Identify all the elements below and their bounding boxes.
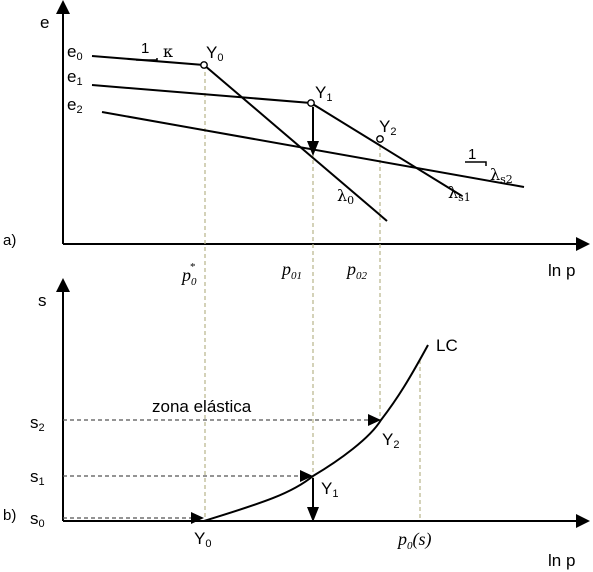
label-s0: s0 <box>30 509 45 530</box>
label-Y2-b: Y2 <box>382 430 399 451</box>
point-Y2-a <box>376 135 384 143</box>
label-lambda0: λ0 <box>337 186 354 207</box>
lambda0-line <box>203 64 388 222</box>
panel-b-axes <box>56 278 590 528</box>
label-p01: p01 <box>280 259 302 282</box>
kappa-line-e1 <box>91 84 312 104</box>
panel-a-y-label: e <box>40 13 49 32</box>
label-Y0-b: Y0 <box>194 529 211 550</box>
label-e2: e2 <box>67 95 83 116</box>
panel-a-axes <box>56 0 590 251</box>
point-Y0-a <box>200 61 208 69</box>
point-Y1-a <box>307 99 315 107</box>
label-p0-star: p0* <box>180 261 197 288</box>
panel-a-x-label: ln p <box>548 261 575 280</box>
label-s1: s1 <box>30 467 45 488</box>
lambda-s2-slope-triangle <box>465 161 487 166</box>
vertical-guides <box>204 65 421 520</box>
panel-a-y-arrowhead <box>56 0 70 14</box>
lambda-s2-one: 1 <box>468 146 476 163</box>
label-Y1-b: Y1 <box>321 479 338 500</box>
lambda-s1-line <box>310 102 463 197</box>
panel-a-x-arrowhead <box>576 237 590 251</box>
label-lambda-s1: λs1 <box>448 183 471 204</box>
label-s2: s2 <box>30 413 45 434</box>
label-Y1-a: Y1 <box>315 83 332 104</box>
label-p0s: p0(s) <box>396 529 432 552</box>
drop-arrow-b-head <box>307 507 319 522</box>
panel-b-x-label: ln p <box>548 551 575 570</box>
LC-curve <box>203 344 429 522</box>
panel-b-y-label: s <box>38 291 47 310</box>
panel-a-label: a) <box>3 232 16 249</box>
panel-b-y-arrowhead <box>56 278 70 292</box>
kappa-one: 1 <box>141 40 149 57</box>
kappa-symbol: κ <box>163 42 173 61</box>
label-e1: e1 <box>67 67 83 88</box>
label-lambda-s2: λs2 <box>490 165 513 186</box>
panel-b-x-arrowhead <box>576 514 590 528</box>
kappa-slope-triangle <box>136 58 158 61</box>
label-zona-elastica: zona elástica <box>152 397 252 416</box>
arrowhead-s0 <box>191 512 204 524</box>
panel-b-label: b) <box>3 507 16 524</box>
label-e0: e0 <box>67 42 83 63</box>
arrowhead-s1 <box>300 470 313 482</box>
label-LC: LC <box>436 336 458 355</box>
label-Y2-a: Y2 <box>379 117 396 138</box>
panel-b-dashed-levels <box>63 419 372 519</box>
label-p02: p02 <box>345 259 368 282</box>
drop-arrow-a-head <box>307 141 319 156</box>
label-Y0-a: Y0 <box>206 43 223 64</box>
arrowhead-s2 <box>368 414 381 426</box>
